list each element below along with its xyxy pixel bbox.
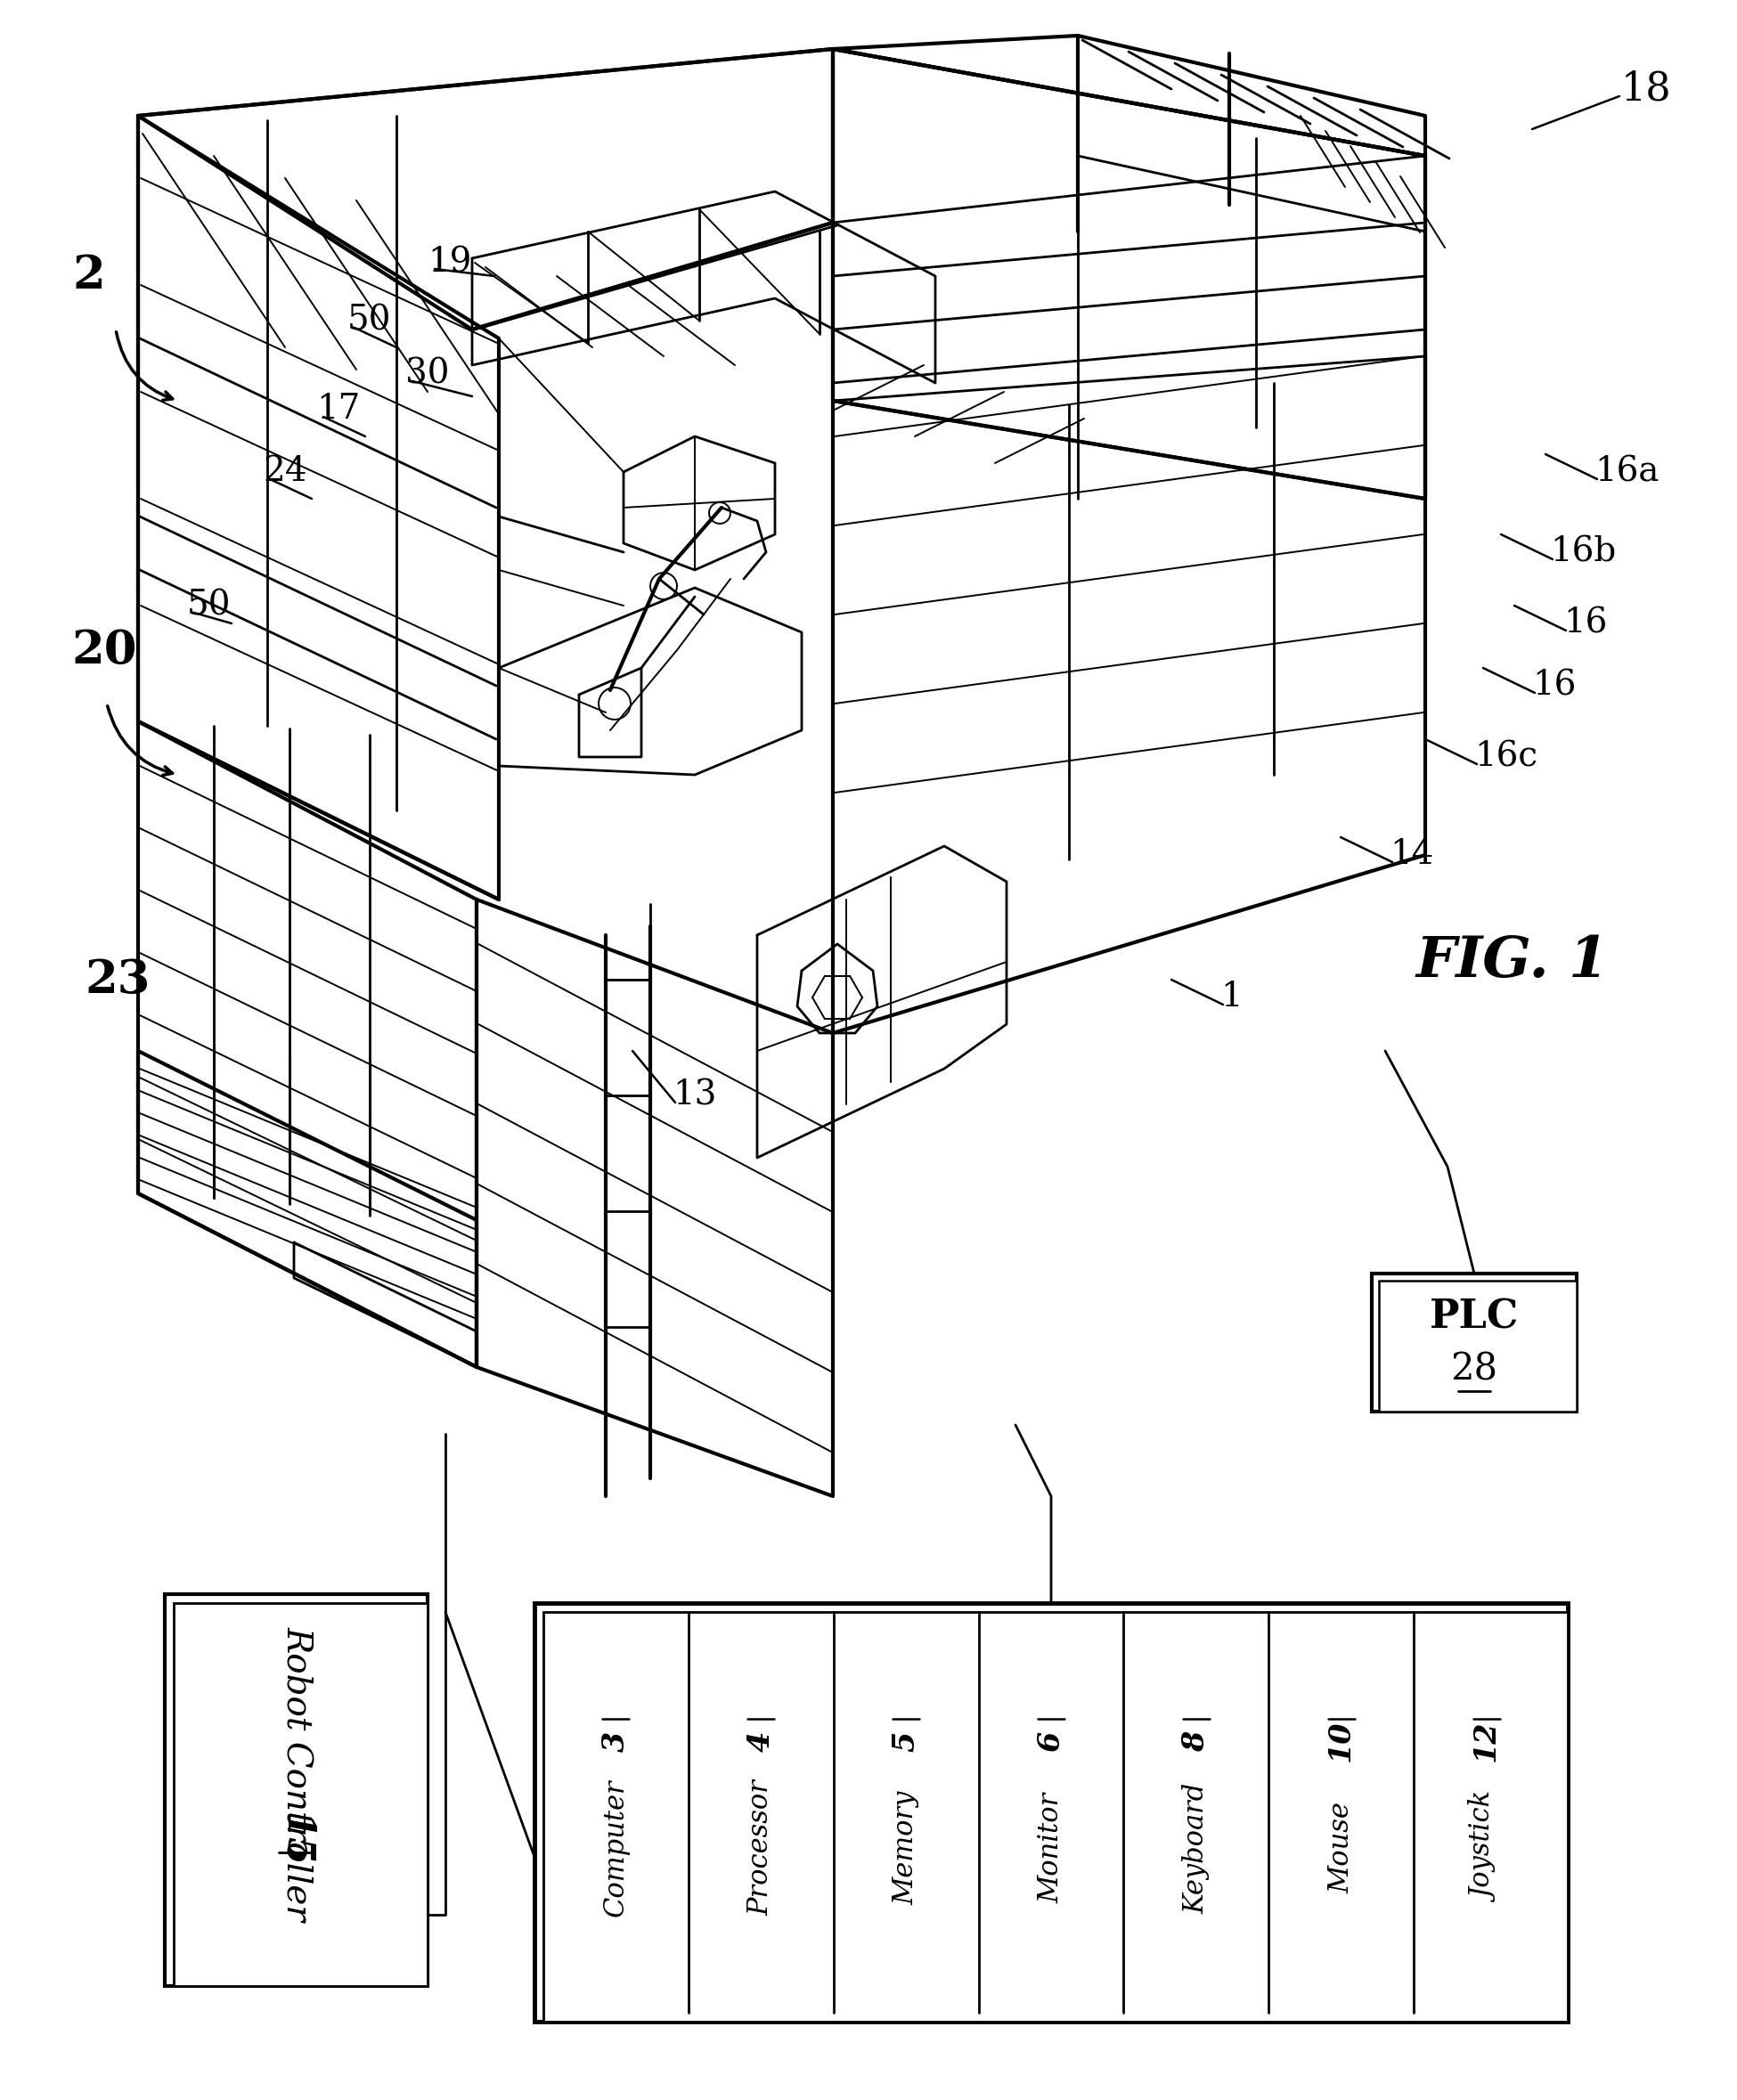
Text: 14: 14 xyxy=(1390,838,1433,872)
FancyArrowPatch shape xyxy=(116,332,172,401)
Text: 30: 30 xyxy=(405,357,450,391)
Text: FIG. 1: FIG. 1 xyxy=(1416,934,1608,989)
Bar xyxy=(544,1613,1569,2022)
Text: 15: 15 xyxy=(278,1812,314,1865)
Text: 3: 3 xyxy=(601,1730,631,1751)
Text: Mouse: Mouse xyxy=(1327,1802,1355,1894)
Text: 17: 17 xyxy=(316,393,360,426)
Text: 16c: 16c xyxy=(1475,741,1537,773)
Text: 24: 24 xyxy=(262,456,307,489)
Text: 28: 28 xyxy=(1450,1350,1497,1388)
FancyArrowPatch shape xyxy=(108,706,172,775)
Bar xyxy=(1379,1281,1577,1411)
Text: 5: 5 xyxy=(891,1730,921,1751)
Text: Memory: Memory xyxy=(893,1791,921,1905)
Text: 8: 8 xyxy=(1181,1730,1211,1751)
Bar xyxy=(165,1594,427,1987)
Text: 19: 19 xyxy=(427,246,471,279)
Text: Processor: Processor xyxy=(747,1781,775,1915)
Text: Monitor: Monitor xyxy=(1037,1793,1065,1903)
Text: 1: 1 xyxy=(1221,981,1242,1014)
Text: 13: 13 xyxy=(672,1079,716,1111)
Text: 16: 16 xyxy=(1563,607,1607,640)
Text: 50: 50 xyxy=(347,304,391,338)
Text: 16a: 16a xyxy=(1595,456,1659,489)
Text: 18: 18 xyxy=(1621,69,1671,109)
Text: 2: 2 xyxy=(73,254,106,298)
Text: 16: 16 xyxy=(1532,670,1575,701)
Text: Keyboard: Keyboard xyxy=(1183,1783,1211,1913)
Bar xyxy=(174,1602,427,1987)
Text: Joystick: Joystick xyxy=(1473,1793,1501,1903)
Text: 12: 12 xyxy=(1471,1720,1501,1762)
Text: 6: 6 xyxy=(1037,1730,1067,1751)
Text: 20: 20 xyxy=(71,628,137,672)
Text: 4: 4 xyxy=(747,1730,776,1751)
Text: 10: 10 xyxy=(1327,1720,1357,1762)
Text: 16b: 16b xyxy=(1549,536,1615,569)
Bar xyxy=(1372,1273,1577,1411)
Text: 23: 23 xyxy=(85,958,149,1002)
Text: 50: 50 xyxy=(188,590,231,622)
Text: PLC: PLC xyxy=(1430,1298,1518,1336)
Text: Robot Controller: Robot Controller xyxy=(280,1628,313,1922)
Bar xyxy=(535,1602,1569,2022)
Text: Computer: Computer xyxy=(603,1779,631,1917)
